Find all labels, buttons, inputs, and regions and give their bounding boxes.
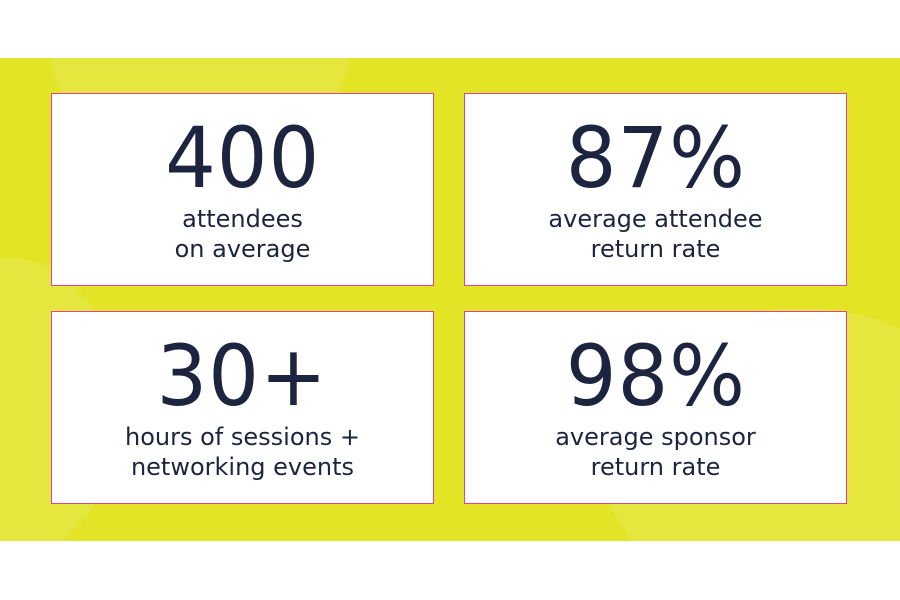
stat-label-line1: attendees [182, 204, 303, 233]
stat-value: 87% [565, 108, 746, 207]
stat-card-attendee-return: 87% average attendee return rate [464, 93, 847, 286]
stat-label-line1: average sponsor [555, 422, 756, 451]
stat-value: 400 [164, 108, 321, 207]
stat-card-attendees: 400 attendees on average [51, 93, 434, 286]
stat-label-line2: networking events [130, 452, 355, 481]
stat-label-line2: return rate [590, 452, 721, 481]
stat-label-line1: hours of sessions + [125, 422, 360, 451]
stat-value: 30+ [156, 326, 329, 425]
stat-card-hours: 30+ hours of sessions + networking event… [51, 311, 434, 504]
stat-label-line2: return rate [590, 234, 721, 263]
stat-card-sponsor-return: 98% average sponsor return rate [464, 311, 847, 504]
stat-label-line2: on average [174, 234, 311, 263]
stat-value: 98% [565, 326, 746, 425]
stat-label-line1: average attendee [548, 204, 763, 233]
